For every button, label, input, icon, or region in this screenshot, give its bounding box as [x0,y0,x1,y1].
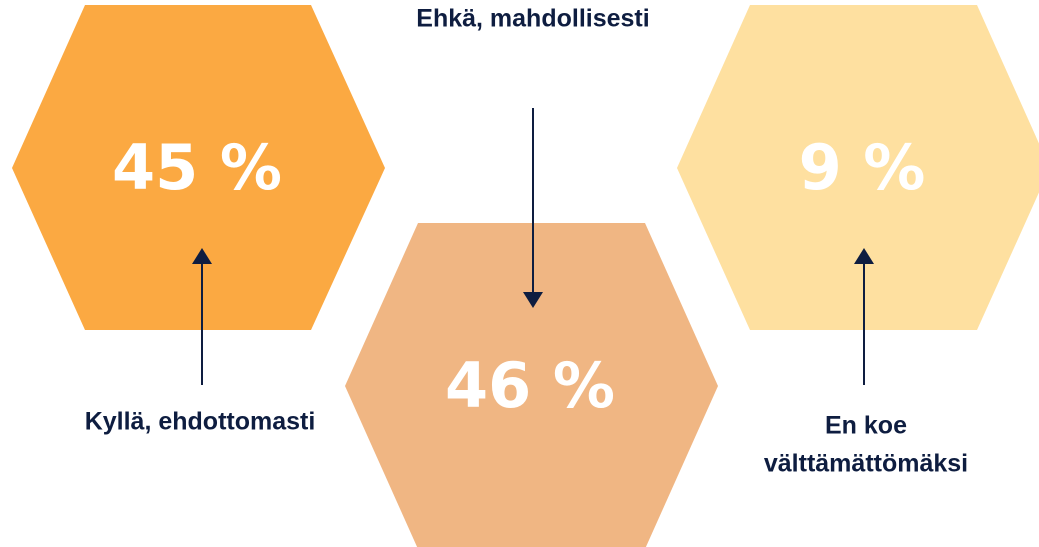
hexagon [345,223,718,547]
hexagon [12,5,385,330]
label: En koe [825,412,907,440]
label: Kyllä, ehdottomasti [85,408,316,436]
percentage: 45 % [112,131,282,204]
percentage: 46 % [445,349,615,422]
label: Ehkä, mahdollisesti [416,5,649,33]
hexagon [677,5,1039,330]
label: välttämättömäksi [764,450,968,478]
percentage: 9 % [799,131,926,204]
